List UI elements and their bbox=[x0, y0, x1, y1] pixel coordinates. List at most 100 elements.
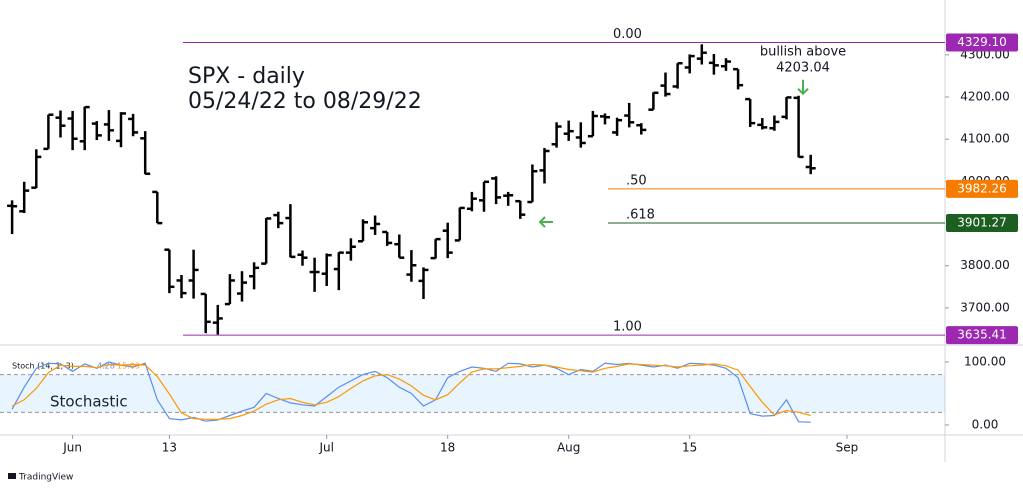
ohlc-bar bbox=[297, 250, 308, 266]
ohlc-bar bbox=[660, 72, 671, 97]
ohlc-bar bbox=[382, 230, 393, 246]
ohlc-bar bbox=[733, 67, 744, 90]
price-marker bbox=[946, 33, 1018, 52]
ohlc-bar bbox=[648, 91, 659, 111]
ohlc-bar bbox=[91, 121, 102, 141]
y-tick-label: 3700.00 bbox=[960, 300, 1010, 314]
price-marker-label: 3635.41 bbox=[957, 328, 1007, 342]
y-tick-label: 100.00 bbox=[964, 354, 1006, 368]
ohlc-bar bbox=[745, 97, 756, 127]
logo: TradingView bbox=[8, 473, 73, 483]
ohlc-bar bbox=[757, 118, 768, 130]
x-tick-label: Aug bbox=[557, 441, 580, 455]
price-marker bbox=[946, 179, 1018, 198]
level-label: 0.00 bbox=[613, 27, 642, 42]
chart-title: SPX - daily bbox=[188, 64, 305, 89]
x-tick-label: 13 bbox=[162, 441, 177, 455]
ohlc-bar bbox=[333, 251, 344, 291]
ohlc-bar bbox=[43, 113, 54, 151]
ohlc-bar bbox=[418, 267, 429, 300]
ohlc-bar bbox=[19, 181, 30, 213]
legend-value: 15.03 bbox=[117, 362, 140, 371]
ohlc-bar bbox=[370, 215, 381, 235]
ohlc-bar bbox=[103, 110, 114, 141]
ohlc-bar bbox=[515, 199, 526, 219]
ohlc-bar bbox=[321, 253, 332, 286]
y-tick-label: 0.00 bbox=[972, 417, 999, 431]
ohlc-bar bbox=[442, 222, 453, 259]
ohlc-bar bbox=[128, 113, 139, 137]
stoch-line bbox=[11, 363, 811, 420]
ohlc-bar bbox=[236, 271, 247, 302]
ohlc-bar bbox=[599, 113, 610, 125]
y-tick-label: 3800.00 bbox=[960, 258, 1010, 272]
ohlc-bar bbox=[491, 176, 502, 205]
ohlc-bar bbox=[309, 257, 320, 292]
y-tick-label: 4100.00 bbox=[960, 132, 1010, 146]
ohlc-bar bbox=[188, 249, 199, 299]
ohlc-bar bbox=[720, 58, 731, 71]
y-tick-label: 4200.00 bbox=[960, 90, 1010, 104]
annotation-value: 4203.04 bbox=[776, 61, 830, 76]
ohlc-bar bbox=[140, 131, 151, 176]
ohlc-bar bbox=[478, 180, 489, 212]
ohlc-bar bbox=[587, 110, 598, 138]
ohlc-bar bbox=[696, 44, 707, 65]
ohlc-bar bbox=[527, 164, 538, 204]
ohlc-bar bbox=[466, 191, 477, 212]
ohlc-bar bbox=[563, 120, 574, 141]
ohlc-bar bbox=[152, 190, 163, 225]
price-marker-label: 3982.26 bbox=[957, 181, 1007, 195]
ohlc-bar bbox=[769, 115, 780, 131]
ohlc-bar bbox=[793, 95, 804, 159]
ohlc-bar bbox=[357, 219, 368, 243]
x-tick-label: Jul bbox=[318, 441, 333, 455]
x-tick-label: 15 bbox=[682, 441, 697, 455]
x-tick-label: 18 bbox=[440, 441, 455, 455]
bars bbox=[7, 44, 816, 335]
ohlc-bar bbox=[212, 304, 223, 335]
ohlc-bar bbox=[67, 110, 78, 151]
ohlc-bar bbox=[55, 110, 66, 138]
ohlc-bar bbox=[261, 217, 272, 265]
legend-value: 4.28 bbox=[97, 362, 115, 371]
ohlc-bar bbox=[31, 149, 42, 189]
level-label: .50 bbox=[626, 173, 647, 188]
x-tick-label: Sep bbox=[836, 441, 859, 455]
arrow-left bbox=[538, 216, 553, 228]
ohlc-bar bbox=[781, 96, 792, 120]
ohlc-bar bbox=[115, 112, 126, 148]
watermark: TradingView bbox=[18, 473, 73, 483]
ohlc-bar bbox=[406, 250, 417, 282]
ohlc-bar bbox=[79, 105, 90, 151]
ohlc-bar bbox=[503, 191, 514, 206]
annotation-arrow bbox=[797, 79, 809, 96]
band-fill bbox=[0, 374, 945, 413]
ohlc-bar bbox=[539, 148, 550, 184]
price-marker-label: 3901.27 bbox=[957, 215, 1007, 229]
logo-mark bbox=[8, 473, 16, 479]
x-tick-label: Jun bbox=[62, 441, 82, 455]
ohlc-bar bbox=[708, 53, 719, 75]
ohlc-bar bbox=[636, 123, 647, 135]
ohlc-bar bbox=[7, 200, 18, 235]
ohlc-bar bbox=[200, 292, 211, 334]
ohlc-bar bbox=[345, 238, 356, 261]
ohlc-bar bbox=[575, 122, 586, 148]
ohlc-bar bbox=[394, 234, 405, 259]
ohlc-bar bbox=[273, 211, 284, 229]
indicator-label: Stochastic bbox=[50, 393, 128, 411]
chart-subtitle: 05/24/22 to 08/29/22 bbox=[188, 89, 422, 114]
level-label: .618 bbox=[626, 207, 655, 222]
ohlc-bar bbox=[164, 248, 175, 294]
price-marker bbox=[946, 326, 1018, 345]
ohlc-bar bbox=[285, 204, 296, 259]
ohlc-bar bbox=[454, 206, 465, 242]
ohlc-bar bbox=[224, 274, 235, 306]
price-marker-label: 4329.10 bbox=[957, 35, 1007, 49]
ohlc-bar bbox=[624, 102, 635, 128]
ohlc-bar bbox=[805, 154, 816, 175]
price-marker bbox=[946, 213, 1018, 232]
